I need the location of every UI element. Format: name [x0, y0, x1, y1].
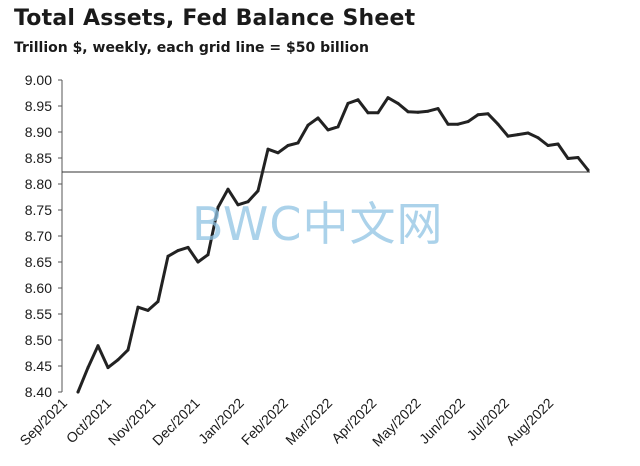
y-tick-label: 8.90 — [25, 124, 52, 140]
data-point — [116, 358, 120, 362]
y-tick-label: 8.40 — [25, 384, 52, 400]
data-point — [296, 141, 300, 145]
y-tick-label: 8.50 — [25, 332, 52, 348]
y-axis-ticks: 8.40 8.45 8.50 8.55 8.60 8.65 8.70 8.75 8.80 8.85… — [25, 72, 62, 400]
y-tick-label: 8.65 — [25, 254, 52, 270]
x-tick-label: Nov/2021 — [105, 395, 159, 449]
data-point — [576, 156, 580, 159]
data-point — [426, 109, 430, 113]
data-point — [236, 203, 240, 207]
data-point — [416, 110, 420, 114]
data-point — [76, 390, 80, 394]
data-point — [346, 101, 350, 105]
series-line-total-assets — [76, 96, 590, 394]
data-point — [536, 136, 540, 140]
data-point — [356, 98, 360, 102]
data-point — [266, 147, 270, 151]
series-points — [76, 96, 590, 394]
x-tick-label: Mar/2022 — [282, 395, 335, 448]
x-tick-label: May/2022 — [369, 395, 424, 450]
data-point — [566, 157, 570, 160]
x-tick-label: Jun/2022 — [416, 395, 468, 447]
chart-title: Total Assets, Fed Balance Sheet — [14, 6, 416, 31]
y-tick-label: 8.45 — [25, 358, 52, 374]
data-point — [406, 110, 410, 114]
data-point — [196, 260, 200, 264]
watermark-text: BWC中文网 — [192, 197, 444, 251]
data-point — [556, 142, 560, 146]
data-point — [96, 344, 100, 348]
data-point — [256, 189, 260, 193]
x-tick-label: Feb/2022 — [238, 395, 291, 448]
data-point — [176, 249, 180, 253]
data-point — [166, 254, 170, 258]
data-point — [436, 107, 440, 111]
data-point — [206, 253, 210, 257]
data-point — [126, 348, 130, 352]
data-point — [506, 134, 510, 138]
data-point — [496, 122, 500, 126]
y-tick-label: 8.80 — [25, 176, 52, 192]
data-point — [476, 113, 480, 117]
x-axis-ticks: Sep/2021Oct/2021Nov/2021Dec/2021Jan/2022… — [16, 395, 556, 450]
data-point — [226, 187, 230, 191]
data-point — [456, 122, 460, 126]
data-point — [486, 112, 490, 116]
data-point — [336, 125, 340, 129]
data-point — [286, 144, 290, 147]
data-point — [136, 305, 140, 309]
y-tick-label: 8.55 — [25, 306, 52, 322]
data-point — [516, 133, 520, 137]
data-point — [246, 200, 250, 204]
data-point — [146, 308, 150, 312]
data-point — [216, 205, 220, 209]
y-tick-label: 8.95 — [25, 98, 52, 114]
data-point — [376, 111, 380, 115]
data-point — [186, 245, 190, 249]
x-tick-label: Dec/2021 — [149, 395, 203, 449]
data-point — [86, 366, 90, 370]
data-point — [306, 123, 310, 127]
data-point — [276, 151, 280, 155]
x-tick-label: Sep/2021 — [16, 395, 70, 449]
data-point — [446, 122, 450, 126]
y-tick-label: 8.75 — [25, 202, 52, 218]
x-tick-label: Aug/2022 — [503, 395, 557, 449]
data-point — [526, 131, 530, 135]
y-tick-label: 9.00 — [25, 72, 52, 88]
data-point — [326, 128, 330, 132]
data-point — [156, 300, 160, 303]
y-tick-label: 8.60 — [25, 280, 52, 296]
data-point — [386, 96, 390, 100]
data-point — [466, 120, 470, 124]
y-tick-label: 8.70 — [25, 228, 52, 244]
y-tick-label: 8.85 — [25, 150, 52, 166]
chart-subtitle: Trillion $, weekly, each grid line = $50… — [14, 40, 369, 56]
data-point — [546, 144, 550, 147]
data-point — [316, 116, 320, 120]
data-point — [106, 366, 110, 370]
data-point — [396, 101, 400, 105]
data-point — [586, 168, 590, 172]
data-point — [366, 111, 370, 115]
